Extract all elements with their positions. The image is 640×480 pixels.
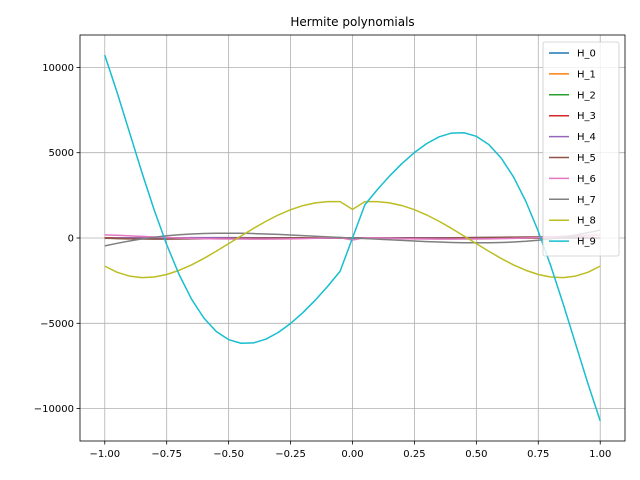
- legend-label: H_8: [577, 216, 596, 227]
- legend-label: H_7: [577, 195, 596, 206]
- x-tick-label: −1.00: [89, 449, 120, 460]
- legend-label: H_3: [577, 111, 596, 122]
- y-tick-label: 10000: [42, 63, 74, 74]
- legend-label: H_2: [577, 90, 596, 101]
- series-lines: [104, 54, 601, 422]
- chart-title: Hermite polynomials: [290, 15, 414, 29]
- legend: H_0 H_1 H_2 H_3 H_4 H_5 H_6 H_7 H_8 H_9: [542, 41, 620, 257]
- x-tick-label: 0.25: [403, 449, 425, 460]
- series-line-h-9: [104, 54, 601, 422]
- y-tick-label: −5000: [40, 319, 74, 330]
- x-tick-label: 0.75: [527, 449, 549, 460]
- x-tick-label: −0.75: [151, 449, 182, 460]
- x-tick-label: −0.50: [213, 449, 244, 460]
- x-axis: −1.00 −0.75 −0.50 −0.25 0.00 0.25 0.50 0.75 1.00: [89, 441, 611, 460]
- legend-label: H_6: [577, 174, 596, 185]
- x-tick-label: 0.50: [465, 449, 487, 460]
- legend-label: H_5: [577, 153, 596, 164]
- x-tick-label: −0.25: [275, 449, 306, 460]
- legend-label: H_0: [577, 49, 596, 60]
- x-tick-label: 0.00: [341, 449, 363, 460]
- legend-label: H_9: [577, 237, 596, 248]
- plot-area: −1.00 −0.75 −0.50 −0.25 0.00 0.25 0.50 0.75 1.00…: [34, 34, 626, 460]
- legend-label: H_1: [577, 69, 596, 80]
- x-tick-label: 1.00: [589, 449, 611, 460]
- y-tick-label: 5000: [49, 148, 74, 159]
- series-line-h-8: [104, 200, 601, 279]
- y-tick-label: 0: [68, 234, 74, 245]
- y-tick-label: −10000: [34, 404, 74, 415]
- y-axis: −10000 −5000 0 5000 10000: [34, 63, 80, 415]
- legend-label: H_4: [577, 132, 596, 143]
